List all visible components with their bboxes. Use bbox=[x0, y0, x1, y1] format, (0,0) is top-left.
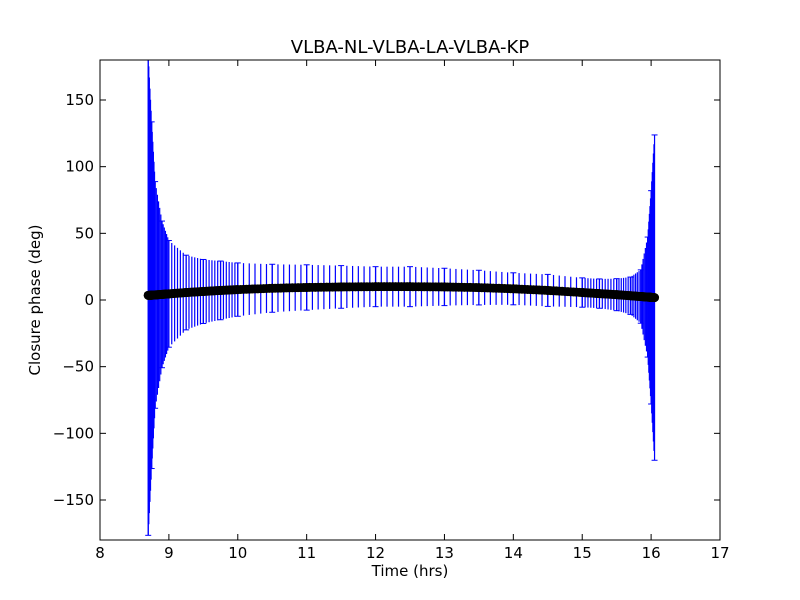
data-point bbox=[336, 282, 346, 292]
data-point bbox=[302, 282, 312, 292]
data-point bbox=[594, 289, 604, 299]
x-tick-label: 11 bbox=[297, 544, 316, 562]
y-axis-label: Closure phase (deg) bbox=[26, 225, 44, 376]
x-tick-label: 17 bbox=[710, 544, 729, 562]
x-tick-label: 10 bbox=[228, 544, 247, 562]
data-point bbox=[233, 285, 243, 295]
data-point bbox=[474, 283, 484, 293]
x-tick-label: 14 bbox=[504, 544, 523, 562]
data-point bbox=[371, 282, 381, 292]
x-axis-ticks: 8 9 10 11 12 13 14 15 16 17 bbox=[95, 60, 730, 562]
chart-title: VLBA-NL-VLBA-LA-VLBA-KP bbox=[291, 37, 530, 58]
y-tick-label: 150 bbox=[65, 91, 94, 109]
x-axis-label: Time (hrs) bbox=[371, 562, 449, 580]
x-tick-label: 12 bbox=[366, 544, 385, 562]
y-tick-label: −100 bbox=[53, 424, 94, 442]
y-axis-ticks: −150 −100 −50 0 50 100 150 bbox=[53, 91, 720, 509]
x-tick-label: 9 bbox=[164, 544, 174, 562]
x-tick-label: 8 bbox=[95, 544, 105, 562]
data-points-series bbox=[143, 282, 660, 303]
data-point bbox=[636, 292, 646, 302]
data-point bbox=[157, 289, 167, 299]
data-point bbox=[267, 283, 277, 293]
x-tick-label: 15 bbox=[573, 544, 592, 562]
data-point bbox=[150, 290, 160, 300]
y-tick-label: −150 bbox=[53, 491, 94, 509]
y-tick-label: 100 bbox=[65, 158, 94, 176]
y-tick-label: −50 bbox=[62, 358, 94, 376]
data-point bbox=[198, 286, 208, 296]
data-point bbox=[164, 289, 174, 299]
y-tick-label: 0 bbox=[84, 291, 94, 309]
data-point bbox=[216, 285, 226, 295]
data-point bbox=[439, 282, 449, 292]
y-tick-label: 50 bbox=[75, 224, 94, 242]
data-point bbox=[181, 288, 191, 298]
data-point bbox=[577, 288, 587, 298]
data-point bbox=[650, 293, 660, 303]
data-point bbox=[612, 290, 622, 300]
data-point bbox=[508, 284, 518, 294]
x-tick-label: 13 bbox=[435, 544, 454, 562]
x-tick-label: 16 bbox=[642, 544, 661, 562]
data-point bbox=[405, 282, 415, 292]
data-point bbox=[625, 291, 635, 301]
data-point bbox=[543, 285, 553, 295]
